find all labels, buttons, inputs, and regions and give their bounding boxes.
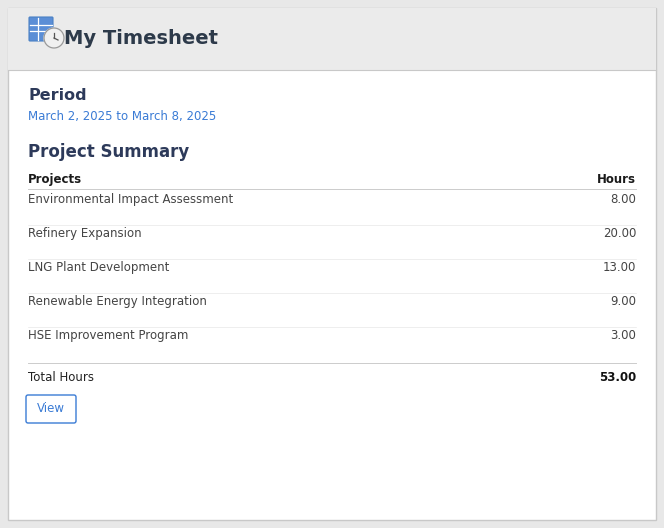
Text: My Timesheet: My Timesheet xyxy=(64,30,218,49)
FancyBboxPatch shape xyxy=(29,17,53,41)
Text: Environmental Impact Assessment: Environmental Impact Assessment xyxy=(28,193,233,206)
Text: Hours: Hours xyxy=(597,173,636,186)
Text: View: View xyxy=(37,402,65,416)
Text: Projects: Projects xyxy=(28,173,82,186)
Text: March 2, 2025 to March 8, 2025: March 2, 2025 to March 8, 2025 xyxy=(28,110,216,123)
Text: 9.00: 9.00 xyxy=(610,295,636,308)
Text: Refinery Expansion: Refinery Expansion xyxy=(28,227,141,240)
Text: LNG Plant Development: LNG Plant Development xyxy=(28,261,169,274)
Text: 8.00: 8.00 xyxy=(610,193,636,206)
Text: Project Summary: Project Summary xyxy=(28,143,189,161)
Text: Total Hours: Total Hours xyxy=(28,371,94,384)
Text: 53.00: 53.00 xyxy=(599,371,636,384)
Text: 20.00: 20.00 xyxy=(603,227,636,240)
Text: 13.00: 13.00 xyxy=(603,261,636,274)
Text: 3.00: 3.00 xyxy=(610,329,636,342)
Text: Renewable Energy Integration: Renewable Energy Integration xyxy=(28,295,207,308)
Circle shape xyxy=(44,28,64,48)
FancyBboxPatch shape xyxy=(26,395,76,423)
Text: Period: Period xyxy=(28,88,86,103)
Text: HSE Improvement Program: HSE Improvement Program xyxy=(28,329,189,342)
FancyBboxPatch shape xyxy=(8,8,656,70)
FancyBboxPatch shape xyxy=(8,8,656,520)
